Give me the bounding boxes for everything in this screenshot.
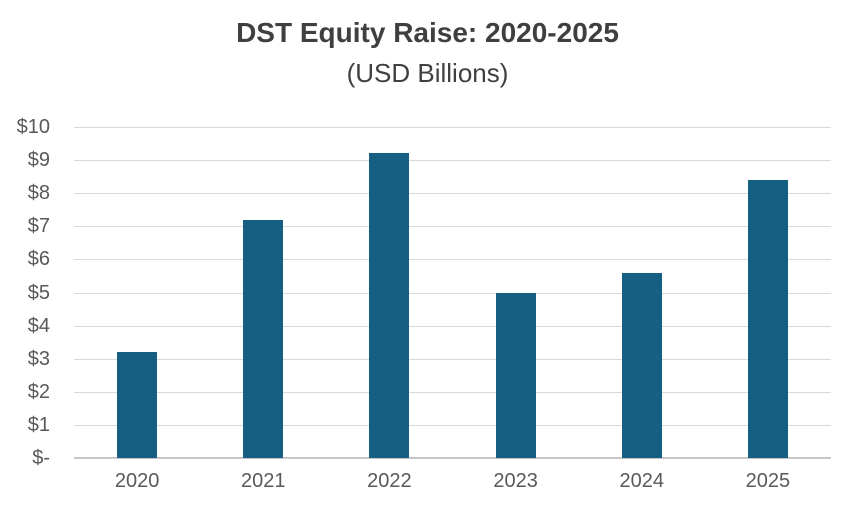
plot-area xyxy=(74,127,831,459)
y-tick-label-10: $10 xyxy=(16,116,50,138)
x-tick-label-2024: 2024 xyxy=(619,470,665,492)
y-tick-label-5: $5 xyxy=(27,281,50,304)
chart-subtitle: (USD Billions) xyxy=(346,58,509,88)
y-tick-label-7: $7 xyxy=(27,215,50,238)
gridline-usd-4 xyxy=(74,325,831,327)
y-tick-label-0: $- xyxy=(32,447,50,469)
x-tick-label-2020: 2020 xyxy=(114,470,160,492)
bar-2022 xyxy=(369,153,410,458)
x-axis-line xyxy=(74,457,831,459)
y-tick-label-2: $2 xyxy=(27,380,50,403)
gridline-usd-9 xyxy=(74,160,831,162)
y-tick-label-8: $8 xyxy=(27,182,50,205)
bar-2021 xyxy=(243,219,284,458)
gridline-usd-1 xyxy=(74,424,831,426)
bar-2023 xyxy=(495,292,536,458)
x-tick-label-2025: 2025 xyxy=(745,470,791,492)
y-tick-label-3: $3 xyxy=(27,347,50,370)
x-tick-label-2021: 2021 xyxy=(241,470,286,492)
gridline-usd-3 xyxy=(74,358,831,360)
y-tick-label-4: $4 xyxy=(27,314,50,337)
bar-2024 xyxy=(621,272,662,458)
gridline-usd-5 xyxy=(74,292,831,294)
gridline-usd-2 xyxy=(74,391,831,393)
gridline-usd-10 xyxy=(74,127,831,128)
gridline-usd-7 xyxy=(74,226,831,228)
y-tick-label-6: $6 xyxy=(27,248,50,271)
y-tick-label-1: $1 xyxy=(27,413,50,436)
gridline-usd-6 xyxy=(74,259,831,261)
chart-title: DST Equity Raise: 2020-2025 xyxy=(236,17,619,48)
gridline-usd-8 xyxy=(74,193,831,195)
bar-2020 xyxy=(117,352,158,458)
x-tick-label-2022: 2022 xyxy=(367,470,412,492)
bar-2025 xyxy=(747,179,788,458)
x-tick-label-2023: 2023 xyxy=(493,470,538,492)
y-tick-label-9: $9 xyxy=(27,149,50,172)
